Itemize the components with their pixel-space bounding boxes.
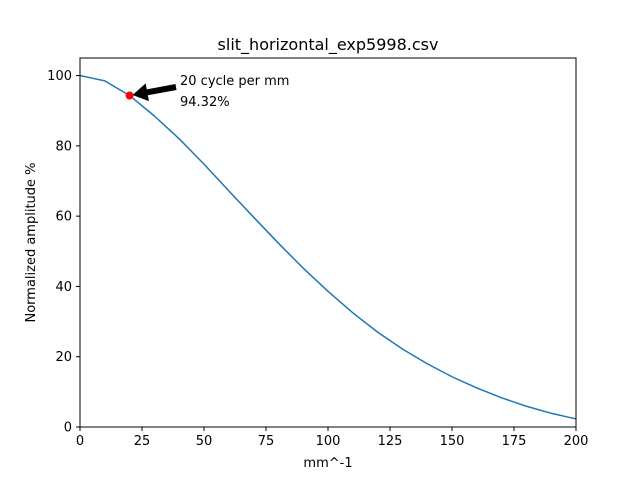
annotation-arrow <box>132 83 177 102</box>
x-axis-label: mm^-1 <box>303 456 352 471</box>
plot-frame <box>79 57 577 428</box>
annotation-line-1: 20 cycle per mm <box>180 74 289 89</box>
x-tick-label: 100 <box>316 434 341 449</box>
axis-ticks: 0 25 50 75 100 125 150 175 200 0 20 40 60 80 100 <box>47 69 588 449</box>
y-tick-label: 100 <box>47 69 72 84</box>
x-tick-label: 125 <box>378 434 403 449</box>
highlight-point <box>125 91 134 100</box>
x-tick-label: 25 <box>134 434 151 449</box>
y-tick-label: 20 <box>55 350 72 365</box>
x-tick-label: 200 <box>564 434 589 449</box>
series-line <box>79 74 577 420</box>
annotation: 20 cycle per mm 94.32% <box>132 74 289 110</box>
y-axis-label: Normalized amplitude % <box>24 162 39 322</box>
plot-area <box>79 74 577 420</box>
chart-title: slit_horizontal_exp5998.csv <box>218 35 439 55</box>
y-tick-label: 80 <box>55 139 72 154</box>
annotation-line-2: 94.32% <box>180 95 230 110</box>
y-tick-label: 40 <box>55 280 72 295</box>
x-tick-label: 175 <box>502 434 527 449</box>
x-tick-label: 150 <box>440 434 465 449</box>
x-tick-label: 50 <box>196 434 213 449</box>
x-tick-label: 75 <box>258 434 275 449</box>
y-tick-label: 0 <box>64 421 72 436</box>
x-tick-label: 0 <box>76 434 84 449</box>
y-tick-label: 60 <box>55 210 72 225</box>
